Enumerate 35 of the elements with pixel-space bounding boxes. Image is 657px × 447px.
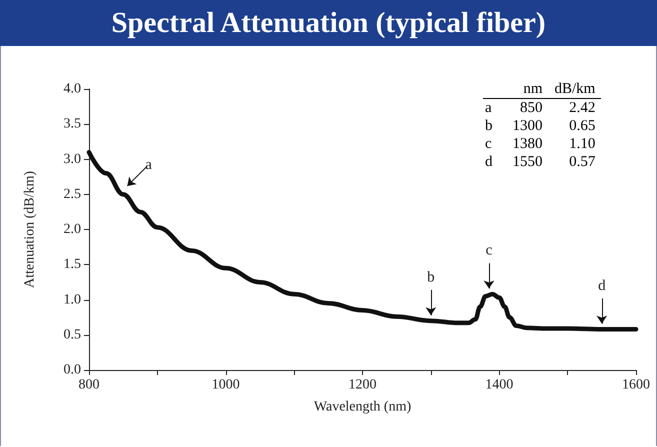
y-tick-label: 4.0 <box>64 82 81 96</box>
annotation: a <box>484 98 493 117</box>
x-tick-label: 1600 <box>622 378 650 392</box>
y-tick-label: 0.5 <box>64 327 81 342</box>
y-tick-label: 1.5 <box>64 257 81 272</box>
x-tick-label: 1400 <box>485 378 514 392</box>
y-tick-label: 2.5 <box>64 186 81 202</box>
y-tick-label: 3.0 <box>64 152 81 167</box>
y-tick-label: 1.0 <box>64 292 81 308</box>
annotation: 1380 <box>512 135 544 153</box>
annotation: c <box>486 242 493 259</box>
annotation: 1300 <box>512 117 544 135</box>
annotation: c <box>484 135 493 153</box>
x-tick-label: 800 <box>78 378 100 392</box>
annotation: b <box>427 269 435 286</box>
annotation: 2.42 <box>568 98 596 117</box>
x-tick-label: 1000 <box>212 378 240 392</box>
x-tick-label: 1200 <box>348 378 376 392</box>
annotation: dB/km <box>548 80 602 98</box>
annotation: a <box>145 156 152 173</box>
y-tick-label: 3.5 <box>64 116 81 132</box>
y-tick-label: 0.0 <box>64 362 81 378</box>
annotation: b <box>484 117 494 135</box>
annotation: 1550 <box>512 153 544 171</box>
annotation: 0.57 <box>568 153 596 171</box>
chart-title: Spectral Attenuation (typical fiber) <box>0 0 657 46</box>
annotation: d <box>484 153 494 171</box>
annotation: 0.65 <box>568 117 596 135</box>
annotation: nm <box>506 80 548 98</box>
x-axis-title: Wavelength (nm) <box>314 400 412 414</box>
annotation: d <box>598 278 606 294</box>
y-tick-label: 2.0 <box>64 222 81 237</box>
y-axis-title: Attenuation (dB/km) <box>22 170 38 288</box>
annotation: 1.10 <box>568 135 596 153</box>
annotation: 850 <box>519 98 544 117</box>
